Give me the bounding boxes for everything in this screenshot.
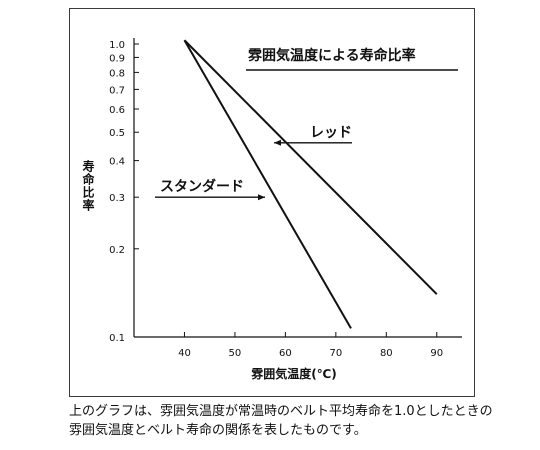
x-tick-label: 90 <box>430 348 443 359</box>
series-label: スタンダード <box>160 178 244 195</box>
series-line <box>183 39 352 329</box>
y-tick-label: 0.3 <box>109 193 125 204</box>
x-tick-label: 50 <box>229 348 242 359</box>
series-line <box>183 39 438 295</box>
chart-text: 雰囲気温度による寿命比率 寿命比率 雰囲気温度(℃) <box>81 47 458 381</box>
y-tick-labels: 1.0 0.9 0.8 0.7 0.6 0.5 0.4 0.3 0.2 0.1 <box>109 40 125 344</box>
x-tick-label: 70 <box>329 348 342 359</box>
chart-title: 雰囲気温度による寿命比率 <box>248 47 416 64</box>
y-tick-label: 0.9 <box>109 53 125 64</box>
caption-line-1: 上のグラフは、雰囲気温度が常温時のベルト平均寿命を1.0としたときの <box>69 404 493 419</box>
y-tick-label: 1.0 <box>109 40 125 51</box>
y-tick-label: 0.4 <box>109 157 125 168</box>
x-tick-label: 40 <box>178 348 191 359</box>
x-tick-labels: 40 50 60 70 80 90 <box>178 348 443 359</box>
chart-caption: 上のグラフは、雰囲気温度が常温時のベルト平均寿命を1.0としたときの 雰囲気温度… <box>69 402 529 440</box>
series-leader-arrow <box>258 194 265 201</box>
x-tick-label: 80 <box>380 348 393 359</box>
x-tick-label: 60 <box>279 348 292 359</box>
y-tick-label: 0.1 <box>109 333 125 344</box>
y-tick-label: 0.7 <box>109 85 125 96</box>
series-leader-arrow <box>274 139 281 146</box>
caption-line-2: 雰囲気温度とベルト寿命の関係を表したものです。 <box>69 423 367 438</box>
chart-axes <box>133 38 462 338</box>
y-tick-label: 0.2 <box>109 245 125 256</box>
y-tick-label: 0.5 <box>109 128 125 139</box>
series-label: レッド <box>310 125 352 141</box>
chart-frame <box>69 8 475 397</box>
x-axis-label: 雰囲気温度(℃) <box>251 366 337 381</box>
y-axis-label: 寿命比率 <box>81 159 95 212</box>
y-tick-label: 0.6 <box>109 105 125 116</box>
y-tick-label: 0.8 <box>109 68 125 79</box>
